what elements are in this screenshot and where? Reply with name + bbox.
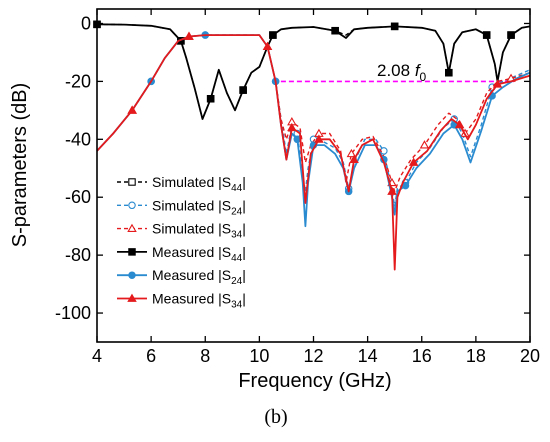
- data-point: [239, 86, 247, 94]
- x-tick-label: 18: [466, 346, 486, 366]
- annotation: 2.08 f0: [377, 61, 427, 84]
- data-point: [349, 154, 359, 163]
- y-tick-label: -60: [65, 187, 91, 207]
- legend-label: Simulated |S44|: [152, 174, 246, 194]
- series-line: [96, 23, 531, 120]
- legend-label: Measured |S44|: [152, 244, 246, 264]
- legend-label: Measured |S24|: [152, 267, 246, 287]
- legend-marker: [128, 248, 136, 256]
- series-line: [96, 23, 531, 120]
- data-point: [454, 119, 465, 129]
- data-point: [206, 95, 215, 103]
- annotation-label: 2.08 f0: [377, 61, 427, 84]
- data-point: [287, 122, 297, 132]
- data-point: [262, 41, 273, 51]
- x-tick-label: 14: [358, 346, 378, 366]
- x-tick-label: 4: [92, 346, 102, 366]
- x-tick-label: 12: [303, 346, 323, 366]
- legend-marker: [128, 178, 136, 186]
- data-point: [419, 140, 430, 149]
- data-point: [387, 186, 397, 195]
- data-point: [492, 79, 503, 88]
- legend-marker: [127, 223, 137, 232]
- y-tick-label: -20: [65, 71, 91, 91]
- plot-content: [93, 20, 531, 271]
- x-tick-label: 16: [412, 346, 432, 366]
- legend-label: Measured |S34|: [152, 291, 246, 311]
- data-point: [445, 68, 453, 77]
- x-tick-label: 20: [520, 346, 540, 366]
- data-point: [408, 157, 419, 166]
- y-axis-title: S-parameters (dB): [9, 83, 31, 248]
- x-tick-label: 8: [200, 346, 210, 366]
- y-tick-label: -80: [65, 245, 91, 265]
- data-point: [184, 31, 194, 40]
- legend-label: Simulated |S34|: [152, 221, 246, 241]
- legend: Simulated |S44| Simulated |S24| Simulated …: [117, 174, 246, 311]
- legend-marker: [128, 271, 136, 279]
- y-tick-label: -40: [65, 129, 91, 149]
- data-point: [346, 148, 357, 158]
- data-point: [380, 147, 388, 155]
- data-point: [482, 31, 491, 39]
- series-simulated-s44-: [93, 20, 531, 120]
- axes-layer: 4 6 8 10 12 14 16 18 20 0 -20 -40 -60 -80 -100: [55, 9, 540, 366]
- x-tick-label: 10: [249, 346, 269, 366]
- series-line: [96, 34, 531, 271]
- series-measured-s44-: [93, 20, 531, 120]
- series-measured-s34-: [96, 31, 531, 271]
- data-point: [331, 26, 339, 35]
- series-simulated-s34-: [96, 31, 531, 193]
- legend-marker: [128, 201, 136, 210]
- x-axis-title: Frequency (GHz): [238, 370, 391, 392]
- data-point: [269, 31, 277, 39]
- data-point: [127, 105, 137, 114]
- x-tick-label: 6: [146, 346, 156, 366]
- y-tick-label: -100: [55, 303, 91, 323]
- legend-label: Simulated |S24|: [152, 197, 246, 217]
- data-point: [314, 134, 324, 143]
- data-point: [507, 31, 515, 39]
- legend-marker: [127, 293, 137, 302]
- data-point: [390, 22, 399, 31]
- y-tick-label: 0: [81, 13, 91, 33]
- series-line: [96, 34, 531, 193]
- figure-caption: (b): [264, 406, 287, 428]
